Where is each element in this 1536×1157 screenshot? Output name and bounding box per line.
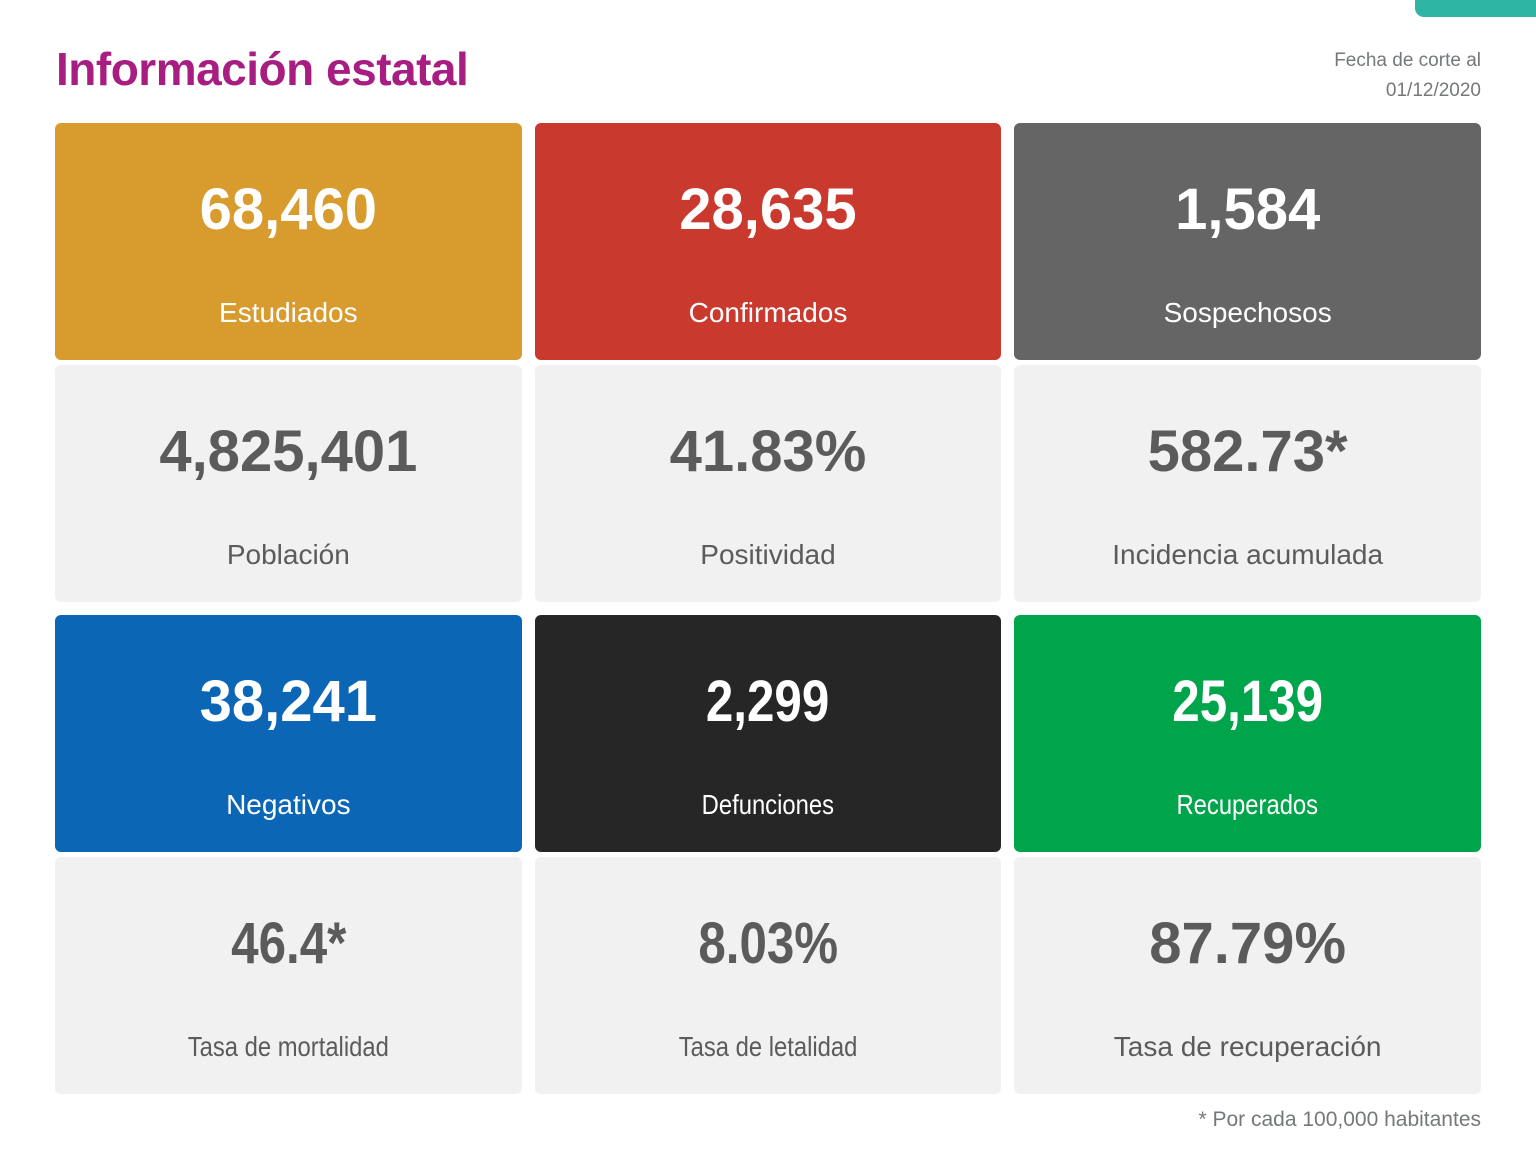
card-negativos-value: 38,241 [199, 669, 378, 734]
card-confirmados-label: Confirmados [688, 297, 848, 328]
card-confirmados-value: 28,635 [679, 177, 857, 242]
cutoff-date-block: Fecha de corte al 01/12/2020 [1334, 46, 1481, 106]
card-poblacion-value: 4,825,401 [159, 419, 418, 484]
page-title: Información estatal [56, 43, 469, 95]
card-incidencia-value: 582.73* [1147, 419, 1348, 484]
card-mortalidad: 46.4* Tasa de mortalidad [55, 857, 522, 1094]
card-poblacion: 4,825,401 Población [55, 365, 522, 602]
stat-group-sospechosos: 1,584 Sospechosos 582.73* Incidencia acu… [1014, 123, 1481, 602]
card-tasa-recuperacion: 87.79% Tasa de recuperación [1014, 857, 1481, 1094]
card-estudiados-label: Estudiados [219, 297, 358, 328]
card-estudiados: 68,460 Estudiados [55, 123, 522, 360]
card-tasa-recuperacion-label: Tasa de recuperación [1113, 1031, 1382, 1062]
card-letalidad-label: Tasa de letalidad [678, 1031, 858, 1062]
cutoff-date-label: Fecha de corte al [1334, 50, 1481, 71]
card-letalidad: 8.03% Tasa de letalidad [534, 857, 1002, 1094]
card-negativos-label: Negativos [226, 789, 351, 820]
card-positividad: 41.83% Positividad [534, 365, 1002, 602]
stat-group-recuperados: 25,139 Recuperados 87.79% Tasa de recupe… [1014, 615, 1481, 1094]
card-mortalidad-value: 46.4* [230, 911, 346, 976]
stat-group-defunciones: 2,299 Defunciones 8.03% Tasa de letalida… [534, 615, 1002, 1094]
card-recuperados: 25,139 Recuperados [1014, 615, 1481, 852]
card-positividad-value: 41.83% [669, 419, 867, 484]
card-defunciones-label: Defunciones [701, 789, 835, 820]
per-100k-footnote: * Por cada 100,000 habitantes [1198, 1108, 1481, 1131]
card-sospechosos-label: Sospechosos [1163, 297, 1332, 328]
card-negativos: 38,241 Negativos [55, 615, 522, 852]
stat-group-negativos: 38,241 Negativos 46.4* Tasa de mortalida… [55, 615, 522, 1094]
card-estudiados-value: 68,460 [199, 177, 378, 242]
stat-group-estudiados: 68,460 Estudiados 4,825,401 Población [55, 123, 522, 602]
stat-group-confirmados: 28,635 Confirmados 41.83% Positividad [534, 123, 1002, 602]
card-recuperados-label: Recuperados [1176, 789, 1319, 820]
card-recuperados-value: 25,139 [1172, 669, 1324, 734]
card-incidencia: 582.73* Incidencia acumulada [1014, 365, 1481, 602]
teal-corner-tab [1415, 0, 1536, 17]
card-letalidad-value: 8.03% [698, 911, 838, 976]
card-defunciones: 2,299 Defunciones [534, 615, 1002, 852]
card-poblacion-label: Población [226, 539, 350, 570]
card-tasa-recuperacion-value: 87.79% [1149, 911, 1347, 976]
card-positividad-label: Positividad [700, 539, 836, 570]
card-defunciones-value: 2,299 [706, 669, 830, 734]
card-sospechosos: 1,584 Sospechosos [1014, 123, 1481, 360]
card-confirmados: 28,635 Confirmados [534, 123, 1002, 360]
card-incidencia-label: Incidencia acumulada [1112, 539, 1384, 570]
card-sospechosos-value: 1,584 [1175, 177, 1321, 242]
card-mortalidad-label: Tasa de mortalidad [187, 1031, 389, 1062]
stats-grid: 68,460 Estudiados 4,825,401 Población 28… [55, 123, 1481, 1094]
cutoff-date-value: 01/12/2020 [1385, 80, 1481, 101]
